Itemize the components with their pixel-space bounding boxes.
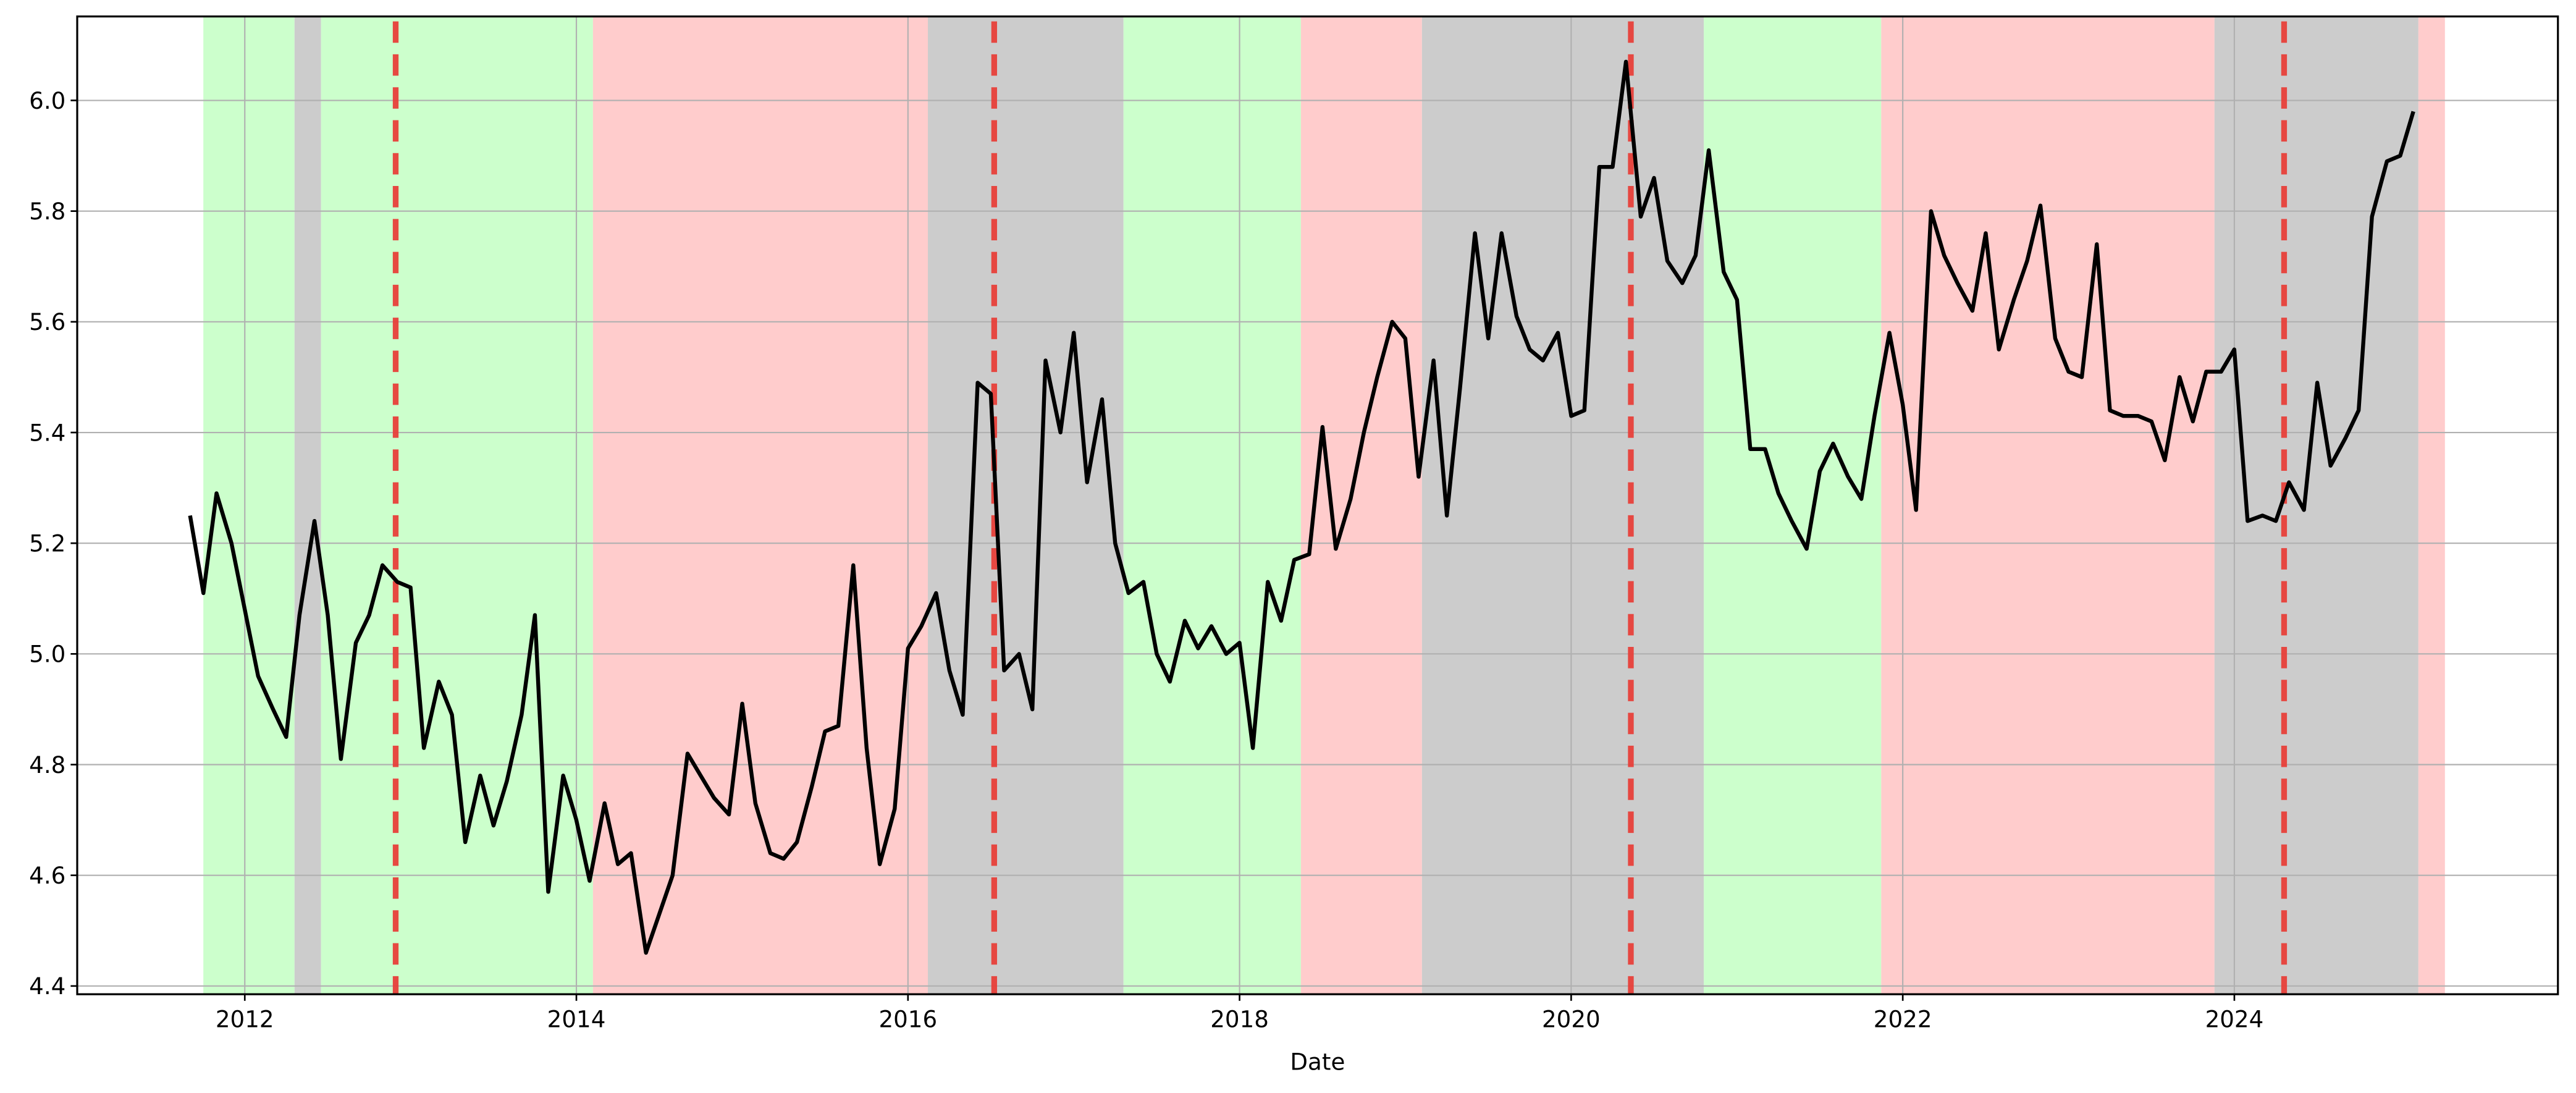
x-axis-label: Date xyxy=(1290,1049,1345,1076)
band-gray xyxy=(1421,16,1704,995)
band-green xyxy=(321,16,593,995)
plot-frame xyxy=(76,15,2559,995)
y-tick-label: 4.4 xyxy=(29,973,65,1000)
x-tick-label: 2022 xyxy=(1874,1005,1932,1032)
y-tick-label: 4.8 xyxy=(29,751,65,779)
band-green xyxy=(1123,16,1301,995)
x-tick-label: 2018 xyxy=(1210,1005,1269,1032)
band-red xyxy=(592,16,928,995)
y-tick-label: 5.2 xyxy=(29,530,65,557)
y-tick-label: 4.6 xyxy=(29,862,65,889)
x-tick-label: 2024 xyxy=(2205,1005,2264,1032)
y-axis: 4.4 4.6 4.8 5.0 5.2 5.4 5.6 5.8 6.0 xyxy=(29,87,77,1000)
line-value xyxy=(188,59,2415,955)
band-red xyxy=(1881,16,2215,995)
band-green xyxy=(203,16,295,995)
band-green xyxy=(1704,16,1882,995)
y-tick-label: 5.8 xyxy=(29,198,65,225)
y-tick-label: 5.4 xyxy=(29,419,65,446)
data-series xyxy=(188,59,2415,955)
x-tick-label: 2012 xyxy=(216,1005,274,1032)
band-gray xyxy=(2214,16,2418,995)
x-tick-label: 2020 xyxy=(1542,1005,1601,1032)
band-red xyxy=(1300,16,1422,995)
x-tick-label: 2014 xyxy=(547,1005,606,1032)
y-tick-label: 5.0 xyxy=(29,641,65,668)
event-lines xyxy=(392,21,2288,995)
band-gray xyxy=(928,16,1124,995)
y-tick-label: 6.0 xyxy=(29,87,65,114)
x-axis: 2012 2014 2016 2018 2020 2022 2024 xyxy=(216,994,2263,1032)
grid-lines xyxy=(77,16,2558,995)
band-gray xyxy=(294,16,321,995)
regime-bands xyxy=(203,16,2445,995)
y-tick-label: 5.6 xyxy=(29,308,65,335)
x-tick-label: 2016 xyxy=(878,1005,937,1032)
band-red xyxy=(2418,16,2445,995)
